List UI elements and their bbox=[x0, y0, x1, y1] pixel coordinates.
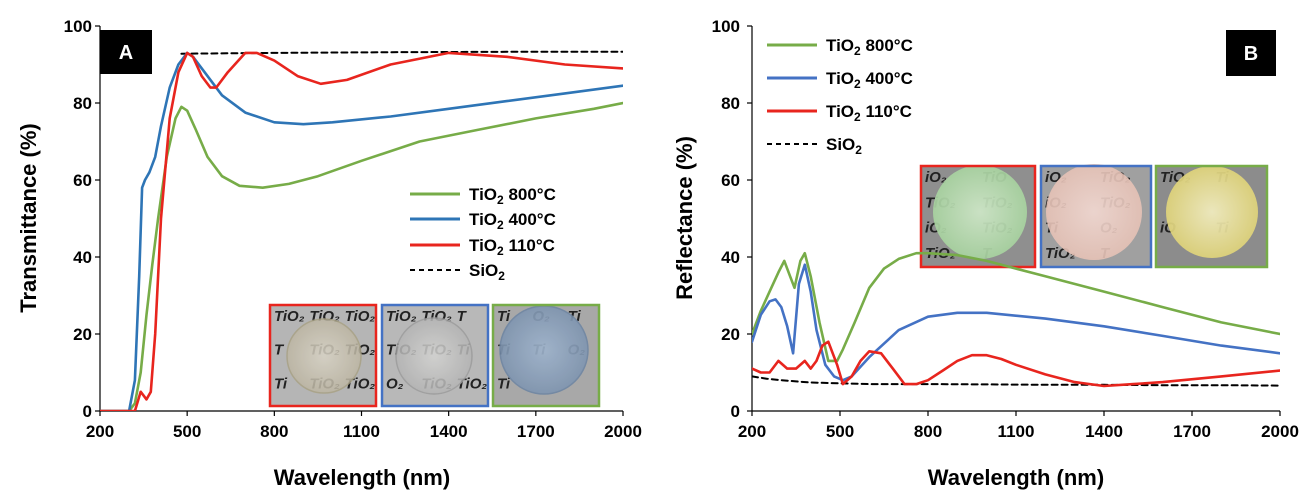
panel-a-x-ticks: 200 500 800 1100 1400 1700 2000 bbox=[86, 411, 642, 441]
panel-a-sample-photos: TiO₂TiO₂TiO₂TTiO₂TiO₂TiTiO₂TiO₂ TiO₂TiO₂… bbox=[268, 303, 601, 408]
x-tick-label: 1400 bbox=[430, 422, 468, 441]
x-tick-label: 2000 bbox=[1261, 422, 1299, 441]
x-tick-label: 800 bbox=[914, 422, 942, 441]
photo-background-text: Ti bbox=[274, 375, 288, 392]
series-line-sio2 bbox=[752, 375, 1280, 387]
panel-b-y-ticks: 0 20 40 60 80 100 bbox=[712, 17, 752, 421]
legend-b-label-800c: TiO2 800°C bbox=[826, 36, 913, 58]
x-tick-label: 1100 bbox=[343, 422, 380, 441]
x-tick-label: 2000 bbox=[604, 422, 642, 441]
panel-b-plot-area bbox=[752, 251, 1280, 388]
x-tick-label: 200 bbox=[86, 422, 114, 441]
legend-label-400c: TiO2 400°C bbox=[469, 210, 556, 232]
photo-background-text: TiO₂ bbox=[274, 308, 305, 325]
y-tick-label: 60 bbox=[721, 171, 740, 190]
series-line-tio2-400-c bbox=[752, 263, 1280, 382]
series-line-tio2-800-c bbox=[752, 251, 1280, 363]
series-line-tio2-110-c bbox=[752, 340, 1280, 388]
panel-b-label-box bbox=[1226, 30, 1276, 76]
x-tick-label: 500 bbox=[173, 422, 201, 441]
y-tick-label: 0 bbox=[731, 402, 740, 421]
photo-background-text: T bbox=[274, 342, 285, 359]
panel-b-y-axis-label: Reflectance (%) bbox=[672, 136, 697, 300]
panel-a-legend: TiO2 800°C TiO2 400°C TiO2 110°C SiO2 bbox=[410, 185, 556, 283]
x-tick-label: 1400 bbox=[1085, 422, 1123, 441]
x-tick-label: 800 bbox=[260, 422, 288, 441]
y-tick-label: 40 bbox=[73, 248, 92, 267]
legend-label-110c: TiO2 110°C bbox=[469, 236, 555, 258]
y-tick-label: 40 bbox=[721, 248, 740, 267]
photo-background-text: Ti bbox=[497, 375, 511, 392]
sample-photo-b-400c: iO₂TiO₂iO₂TiO₂TiO₂TiO₂T bbox=[1039, 164, 1153, 269]
photo-background-text: iO₂ bbox=[925, 169, 947, 186]
legend-b-label-sio2: SiO2 bbox=[826, 135, 862, 157]
sample-photo-400c: TiO₂TiO₂TTiO₂TiO₂TiO₂TiO₂TiO₂ bbox=[380, 303, 490, 408]
panel-a: 0 20 40 60 80 100 200 500 800 1100 1400 1700 2000 T… bbox=[16, 17, 642, 490]
x-tick-label: 200 bbox=[738, 422, 766, 441]
panel-a-y-axis-label: Transmittance (%) bbox=[16, 123, 41, 313]
panel-b-sample-photos: iO₂TiOTiO₂TiO₂iO₂TiO₂TiO₂T iO₂TiO₂iO₂TiO… bbox=[919, 164, 1269, 269]
panel-b-x-ticks: 200 500 800 1100 1400 1700 2000 bbox=[738, 411, 1299, 441]
y-tick-label: 100 bbox=[712, 17, 740, 36]
sample-photo-110c: TiO₂TiO₂TiO₂TTiO₂TiO₂TiTiO₂TiO₂ bbox=[268, 303, 378, 408]
photo-background-text: T bbox=[457, 308, 468, 325]
legend-label-800c: TiO2 800°C bbox=[469, 185, 556, 207]
photo-background-text: TiO₂ bbox=[386, 308, 417, 325]
panel-a-label-box bbox=[100, 30, 152, 74]
photo-background-text: O₂ bbox=[386, 375, 404, 392]
y-tick-label: 80 bbox=[73, 94, 92, 113]
sample-photo-b-800c: TiO₂TiiOTi bbox=[1154, 164, 1269, 269]
panel-a-y-ticks: 0 20 40 60 80 100 bbox=[64, 17, 100, 421]
panel-a-x-axis-label: Wavelength (nm) bbox=[274, 465, 450, 490]
x-tick-label: 1700 bbox=[517, 422, 555, 441]
x-tick-label: 1100 bbox=[998, 422, 1035, 441]
y-tick-label: 60 bbox=[73, 171, 92, 190]
panel-b-label: B bbox=[1244, 43, 1258, 65]
series-line-tio2-110-c bbox=[100, 51, 623, 411]
panel-a-plot-area bbox=[100, 50, 623, 411]
y-tick-label: 0 bbox=[83, 402, 92, 421]
sample-photo-800c: TiO₂TiTiTiO₂Ti bbox=[491, 303, 601, 408]
panel-b: 0 20 40 60 80 100 200 500 800 1100 1400 1700 2000 R… bbox=[672, 17, 1299, 490]
legend-b-label-110c: TiO2 110°C bbox=[826, 102, 912, 124]
y-tick-label: 100 bbox=[64, 17, 92, 36]
y-tick-label: 80 bbox=[721, 94, 740, 113]
series-line-tio2-800-c bbox=[100, 101, 623, 411]
panel-b-legend: TiO2 800°C TiO2 400°C TiO2 110°C SiO2 bbox=[767, 36, 913, 157]
legend-label-sio2: SiO2 bbox=[469, 261, 505, 283]
sample-photo-b-110c: iO₂TiOTiO₂TiO₂iO₂TiO₂TiO₂T bbox=[919, 164, 1037, 269]
x-tick-label: 500 bbox=[826, 422, 854, 441]
x-tick-label: 1700 bbox=[1173, 422, 1211, 441]
y-tick-label: 20 bbox=[73, 325, 92, 344]
panel-a-label: A bbox=[119, 42, 133, 64]
photo-background-text: TiO₂ bbox=[345, 308, 376, 325]
y-tick-label: 20 bbox=[721, 325, 740, 344]
panel-b-x-axis-label: Wavelength (nm) bbox=[928, 465, 1104, 490]
legend-b-label-400c: TiO2 400°C bbox=[826, 69, 913, 91]
photo-background-text: Ti bbox=[497, 308, 511, 325]
